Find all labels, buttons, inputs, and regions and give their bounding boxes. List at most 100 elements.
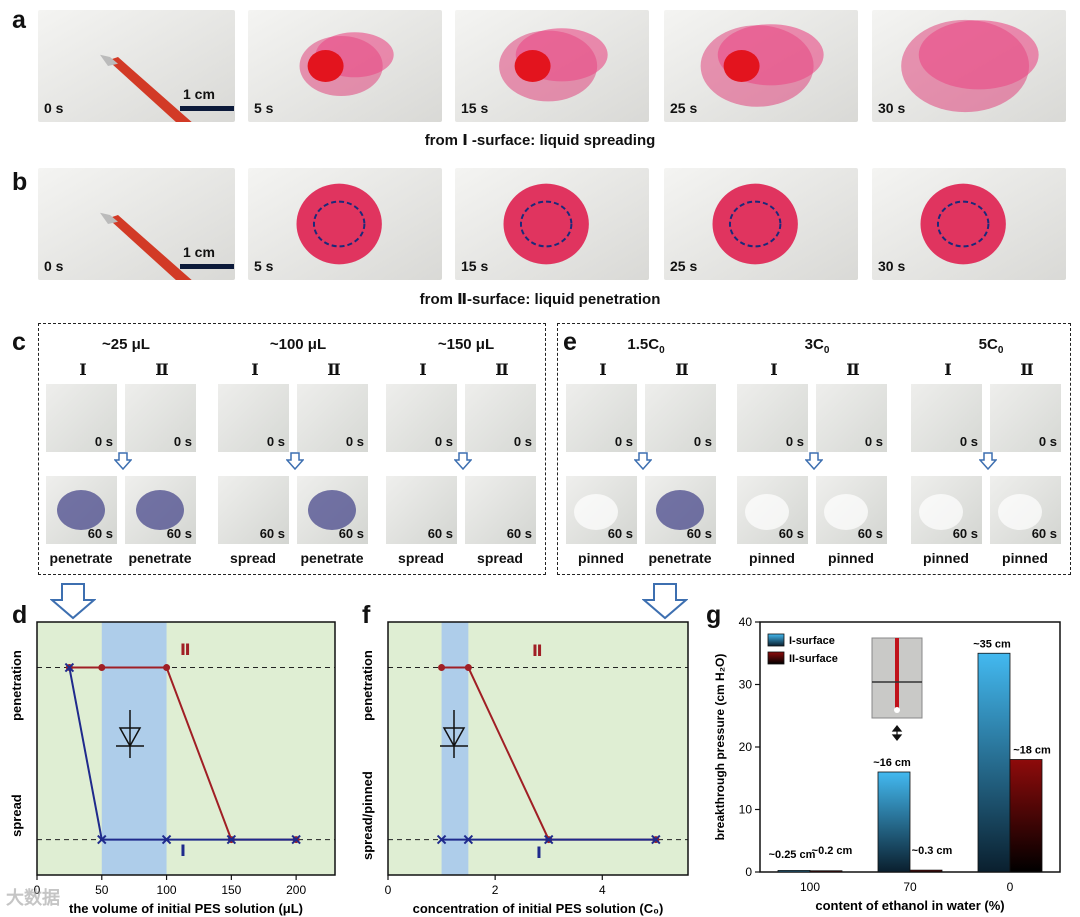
group-title: 3C0 [804,336,830,356]
down-arrow-icon [453,452,473,471]
result-label: spread [477,550,523,566]
thumb-60s: 60 s [465,476,536,544]
series-label: Ⅱ [532,643,543,660]
photo-frame: 5 s [248,10,442,122]
photo-frame: 15 s [455,168,649,280]
photo-frame: 0 s 1 cm [38,10,235,122]
thumb-60s: 60 s [645,476,716,544]
thumb-art [656,490,704,530]
chart-g: 0 10 20 30 40 breakthrough pressure (cm H₂O) c… [713,615,1061,913]
panel-f-letter: f [362,601,371,629]
panel-b-caption: from Ⅱ-surface: liquid penetration [419,291,661,308]
down-arrow-icon [453,452,473,471]
photo-art [872,10,1066,122]
thumb-art [57,490,105,530]
x-tick-label: 50 [95,883,109,897]
side-label-2: Ⅱ [675,362,689,379]
series-label: Ⅰ [536,845,542,862]
panel-c-letter: c [12,328,26,356]
bar [777,870,811,873]
side-label-2: Ⅱ [846,362,860,379]
photo-frame: 30 s [872,10,1066,122]
highlight-band [441,622,469,875]
group-title: ~150 μL [437,336,495,353]
photo-frame: 15 s [455,10,649,122]
thumb-0s: 0 s [816,384,887,452]
thumb-60s: 60 s [737,476,808,544]
result-label: pinned [749,550,795,566]
subscript: 0 [823,345,830,356]
y-tick-label: 30 [739,678,753,692]
time-label: 60 s [1031,526,1057,541]
down-arrow-icon [642,583,688,620]
result-label: penetrate [648,550,712,566]
thumb-art [824,494,868,530]
series-label: Ⅰ [180,843,186,860]
time-label: 60 s [607,526,633,541]
bar-value-label: ~35 cm [973,638,1011,650]
result-label: spread [230,550,276,566]
time-label: 30 s [878,258,906,274]
time-label: 60 s [338,526,364,541]
time-label: 0 s [94,434,113,449]
data-point [161,834,172,845]
photo-art [455,168,649,280]
scale-label: 1 cm [183,244,215,260]
data-point [463,834,474,845]
chart-d: 0 50 100 150 200 the volume of initial PES so… [9,621,336,916]
y-tick-label: 10 [739,803,753,817]
time-label: 25 s [670,258,698,274]
result-label: pinned [828,550,874,566]
result-label: penetrate [49,550,113,566]
group-title: ~100 μL [269,336,327,353]
time-label: 0 s [959,434,978,449]
photo-art [872,168,1066,280]
watermark: 大数据 [6,888,60,908]
time-label: 0 s [44,258,64,274]
scale-label: 1 cm [183,86,215,102]
time-label: 0 s [513,434,532,449]
panel-a-caption: from Ⅰ -surface: liquid spreading [424,132,656,149]
thumb-0s: 0 s [911,384,982,452]
thumb-60s: 60 s [125,476,196,544]
thumb-art [136,490,184,530]
panel-c-frame [38,323,546,575]
result-label: pinned [578,550,624,566]
y-label-top: penetration [9,650,24,721]
data-point [64,662,75,673]
thumb-0s: 0 s [46,384,117,452]
photo-art [38,168,235,280]
thumb-60s: 60 s [816,476,887,544]
down-arrow-icon [113,452,133,471]
thumb-60s: 60 s [911,476,982,544]
result-label: pinned [1002,550,1048,566]
y-axis-label: breakthrough pressure (cm H₂O) [713,654,727,841]
side-label-1: Ⅰ [251,362,259,379]
legend-swatch [767,633,785,647]
legend-label: II-surface [789,653,838,665]
thumb-art [308,490,356,530]
time-label: 30 s [878,100,906,116]
thumb-art [745,494,789,530]
bar [877,771,911,873]
result-label: penetrate [128,550,192,566]
time-label: 0 s [266,434,285,449]
panel-a-letter: a [12,6,26,34]
bar-value-label: ~0.25 cm [769,849,816,861]
time-label: 0 s [864,434,883,449]
thumb-0s: 0 s [990,384,1061,452]
plot-background [37,622,335,875]
bar [977,652,1011,873]
photo-frame: 0 s 1 cm [38,168,235,280]
down-arrow-icon [113,452,133,471]
panel-e-frame [557,323,1071,575]
highlight-band [101,622,167,875]
panel-b-letter: b [12,168,28,196]
photo-frame: 25 s [664,10,858,122]
x-tick-label: 0 [1007,880,1014,894]
time-label: 60 s [686,526,712,541]
double-arrow-icon [891,725,903,741]
down-arrow-icon [633,452,653,471]
y-label-bottom: spread [9,794,24,837]
time-label: 0 s [693,434,712,449]
